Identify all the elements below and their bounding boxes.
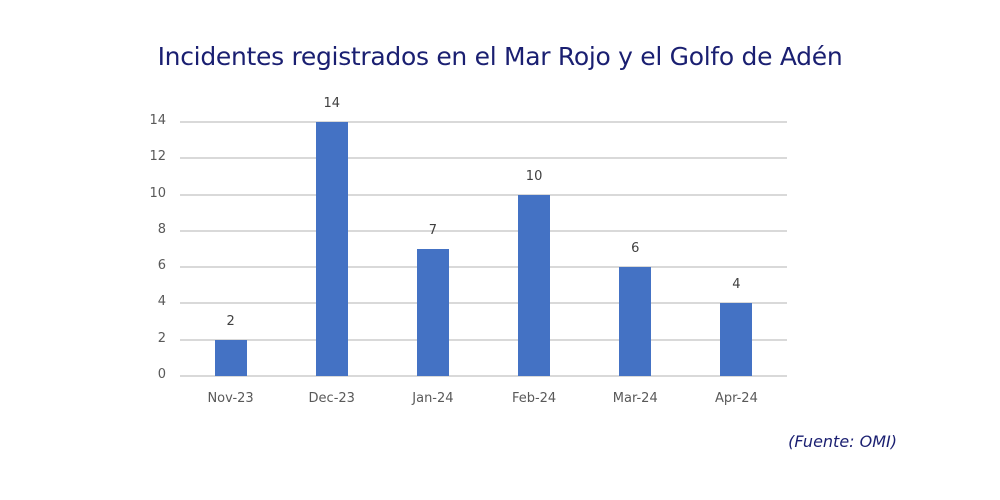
bar-nov-23 (214, 339, 247, 376)
x-tick-label: Nov-23 (207, 391, 254, 406)
y-tick-label: 14 (149, 113, 166, 128)
y-tick-label: 8 (157, 221, 166, 237)
gridline (180, 193, 787, 196)
gridline (180, 121, 787, 123)
bar-jan-24 (416, 249, 449, 376)
data-label: 7 (428, 223, 438, 238)
gridline (180, 157, 787, 160)
x-tick-label: Apr-24 (714, 391, 758, 406)
y-tick-label: 0 (157, 367, 166, 382)
data-label: 4 (732, 277, 741, 293)
y-tick-label: 10 (149, 185, 166, 201)
bar-dec-23 (315, 122, 348, 376)
gridline (180, 375, 787, 377)
x-tick-label: Feb-24 (511, 391, 557, 406)
gridline (180, 302, 787, 305)
y-tick-label: 12 (149, 149, 166, 165)
gridline (180, 338, 787, 341)
y-tick-label: 4 (157, 294, 166, 310)
chart-title: Incidentes registrados en el Mar Rojo y … (157, 42, 843, 71)
y-tick-label: 6 (157, 258, 166, 274)
gridline (180, 266, 787, 269)
y-tick-label: 2 (157, 330, 166, 346)
bar-mar-24 (619, 267, 652, 376)
x-tick-label: Mar-24 (612, 391, 658, 406)
gridline (180, 229, 787, 232)
x-tick-label: Dec-23 (308, 391, 355, 406)
source-note: (Fuente: OMI) (788, 432, 897, 451)
data-label: 2 (226, 313, 235, 329)
bar-feb-24 (518, 194, 551, 376)
x-tick-label: Jan-24 (412, 391, 454, 406)
bar-apr-24 (720, 303, 753, 376)
data-label: 6 (631, 241, 640, 257)
data-label: 14 (323, 96, 341, 111)
data-label: 10 (525, 168, 543, 184)
